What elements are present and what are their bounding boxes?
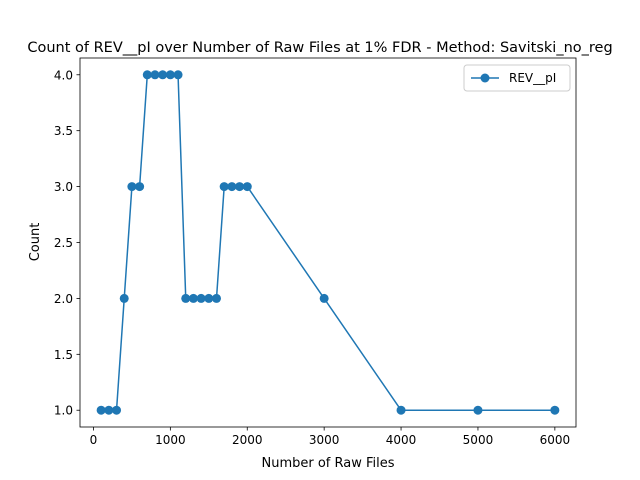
- x-axis-label: Number of Raw Files: [261, 456, 394, 471]
- data-point: [235, 182, 245, 192]
- data-point: [135, 182, 145, 192]
- legend-label: REV__pI: [509, 71, 556, 85]
- data-point: [150, 70, 160, 80]
- data-point: [188, 293, 198, 303]
- series-layer: [96, 70, 560, 415]
- y-tick-label: 3.5: [54, 124, 73, 138]
- x-tick-label: 2000: [232, 433, 263, 447]
- plot-area: [80, 58, 576, 427]
- data-point: [158, 70, 168, 80]
- data-point: [96, 405, 106, 415]
- x-tick-label: 6000: [540, 433, 571, 447]
- legend-box: [463, 64, 571, 92]
- x-tick-label: 3000: [309, 433, 340, 447]
- data-point: [212, 293, 221, 303]
- data-point: [142, 70, 152, 80]
- chart-title: Count of REV__pI over Number of Raw File…: [27, 40, 612, 56]
- data-point: [119, 293, 129, 303]
- legend-marker-swatch: [480, 73, 490, 83]
- data-point: [196, 293, 206, 303]
- legend: REV__pI: [463, 64, 571, 92]
- data-point: [473, 405, 483, 415]
- data-point: [219, 182, 229, 192]
- y-tick-label: 2.5: [54, 236, 73, 250]
- y-tick-label: 4.0: [54, 68, 73, 82]
- x-tick-label: 1000: [155, 433, 186, 447]
- data-point: [112, 405, 122, 415]
- data-point: [181, 293, 191, 303]
- data-point: [396, 405, 406, 415]
- data-point: [227, 182, 237, 192]
- y-axis-label: Count: [28, 223, 43, 262]
- data-point: [104, 405, 114, 415]
- x-tick-label: 0: [90, 433, 98, 447]
- y-tick-label: 1.0: [54, 404, 73, 418]
- data-point: [242, 182, 252, 192]
- y-tick-label: 3.0: [54, 180, 73, 194]
- data-point: [204, 293, 214, 303]
- data-point: [550, 405, 560, 415]
- data-point: [173, 70, 183, 80]
- y-tick-label: 1.5: [54, 348, 73, 362]
- y-tick-label: 2.0: [54, 292, 73, 306]
- data-point: [165, 70, 175, 80]
- x-tick-label: 4000: [386, 433, 417, 447]
- data-point: [319, 293, 329, 303]
- x-tick-label: 5000: [463, 433, 494, 447]
- data-point: [127, 182, 137, 192]
- tick-layer: 0 1000 2000 3000 4000 5000 6000 1.0 1.5 2.0 2.5 3.0…: [54, 68, 570, 447]
